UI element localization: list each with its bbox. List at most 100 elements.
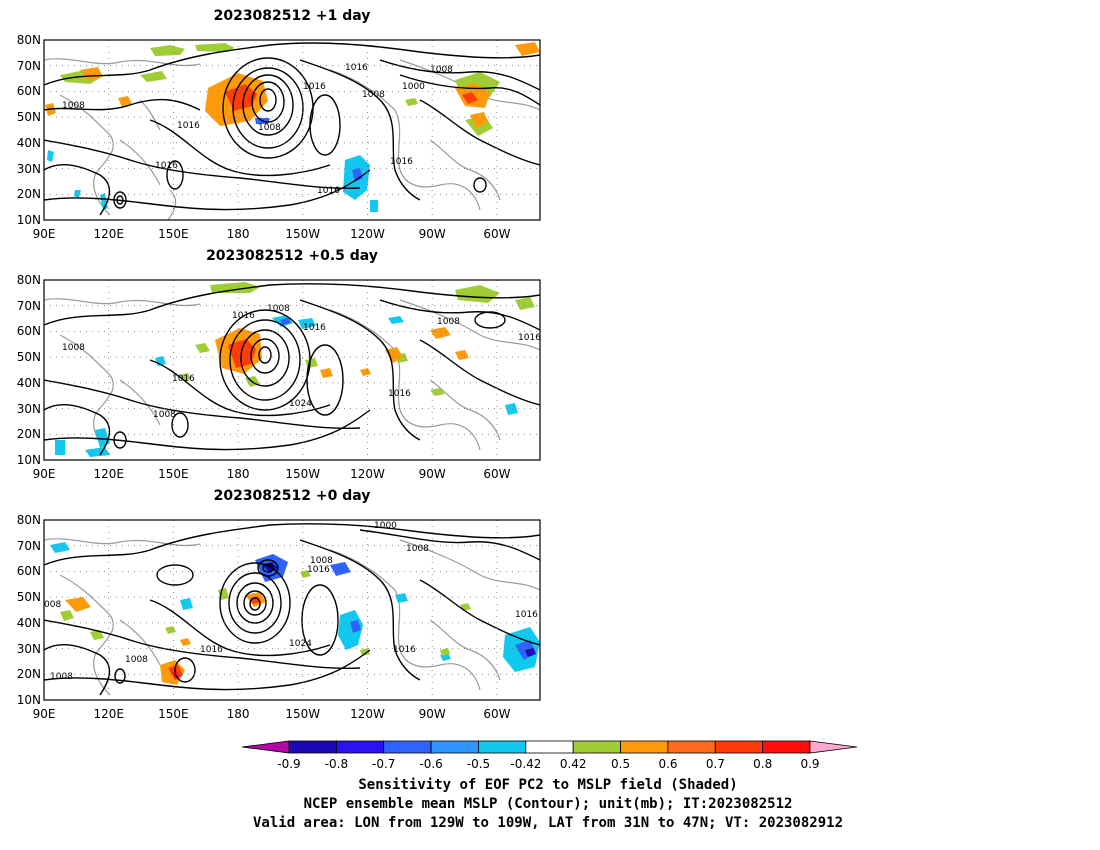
colorbar-swatch <box>430 740 479 754</box>
panel-3-border <box>43 519 541 701</box>
colorbar-label: 0.8 <box>753 757 772 771</box>
lon-tick-label: 150E <box>158 227 189 241</box>
svg-text:1008: 1008 <box>125 655 148 665</box>
lat-tick-label: 20N <box>17 667 41 681</box>
panel-1-lon-ticks: 90E 120E 150E 180 150W 120W 90W 60W <box>33 227 511 241</box>
svg-text:1008: 1008 <box>62 343 85 353</box>
panel-3-map-frame <box>44 520 540 700</box>
lat-tick-label: 70N <box>17 59 41 73</box>
lat-tick-label: 10N <box>17 693 41 707</box>
colorbar-swatch <box>288 740 337 754</box>
svg-text:1016: 1016 <box>177 121 200 131</box>
colorbar-high-arrow <box>809 740 858 754</box>
svg-text:1016: 1016 <box>345 63 368 73</box>
lon-tick-label: 90W <box>419 467 446 481</box>
panel-2-lon-ticks: 90E 120E 150E 180 150W 120W 90W 60W <box>33 467 511 481</box>
panel-1-gridlines <box>44 40 540 220</box>
lon-tick-label: 120W <box>350 707 385 721</box>
svg-text:1000: 1000 <box>402 82 425 92</box>
caption-line-1: Sensitivity of EOF PC2 to MSLP field (Sh… <box>358 777 737 793</box>
panel-1-contour-labels: 1016 1016 1008 1000 1008 1016 1008 1016 … <box>62 63 453 196</box>
panel-3-gridlines <box>44 520 540 700</box>
lon-tick-label: 90W <box>419 707 446 721</box>
lon-tick-label: 150W <box>285 467 320 481</box>
lon-tick-label: 90E <box>33 707 56 721</box>
lat-tick-label: 80N <box>17 273 41 287</box>
colorbar-label: -0.6 <box>419 757 442 771</box>
lon-tick-label: 120E <box>93 707 124 721</box>
panel-1-coastlines <box>44 58 540 220</box>
lat-tick-label: 10N <box>17 213 41 227</box>
lat-tick-label: 40N <box>17 136 41 150</box>
lat-tick-label: 20N <box>17 187 41 201</box>
colorbar-swatch <box>714 740 764 754</box>
panel-2-contours <box>44 283 540 456</box>
lon-tick-label: 120W <box>350 467 385 481</box>
colorbar-label: -0.9 <box>277 757 300 771</box>
panel-1: 2023082512 +1 day <box>17 8 541 241</box>
colorbar-label: -0.8 <box>325 757 348 771</box>
lon-tick-label: 120W <box>350 227 385 241</box>
svg-text:1016: 1016 <box>172 374 195 384</box>
lon-tick-label: 90W <box>419 227 446 241</box>
svg-text:1016: 1016 <box>388 389 411 399</box>
panel-3-coastlines <box>44 538 540 696</box>
panel-3-title: 2023082512 +0 day <box>214 488 371 504</box>
colorbar-label: 0.5 <box>611 757 630 771</box>
lat-tick-label: 40N <box>17 616 41 630</box>
colorbar-low-arrow <box>241 740 290 754</box>
svg-text:1008: 1008 <box>62 101 85 111</box>
lat-tick-label: 70N <box>17 299 41 313</box>
colorbar-label: -0.5 <box>467 757 490 771</box>
svg-text:1008: 1008 <box>267 304 290 314</box>
colorbar-label: 0.9 <box>800 757 819 771</box>
colorbar: -0.9 -0.8 -0.7 -0.6 -0.5 -0.42 0.42 0.5 … <box>241 740 858 771</box>
lon-tick-label: 120E <box>93 467 124 481</box>
svg-text:1016: 1016 <box>303 323 326 333</box>
panel-2-coastlines <box>44 298 540 456</box>
lat-tick-label: 60N <box>17 564 41 578</box>
svg-text:008: 008 <box>44 600 61 610</box>
panel-2-border <box>43 279 541 461</box>
caption-line-3: Valid area: LON from 129W to 109W, LAT f… <box>253 815 843 831</box>
svg-text:1016: 1016 <box>317 186 340 196</box>
colorbar-swatch <box>762 740 811 754</box>
panel-3-lon-ticks: 90E 120E 150E 180 150W 120W 90W 60W <box>33 707 511 721</box>
figure-caption: Sensitivity of EOF PC2 to MSLP field (Sh… <box>253 777 843 831</box>
colorbar-labels: -0.9 -0.8 -0.7 -0.6 -0.5 -0.42 0.42 0.5 … <box>277 757 819 771</box>
panel-2-title: 2023082512 +0.5 day <box>206 248 378 264</box>
lat-tick-label: 40N <box>17 376 41 390</box>
lon-tick-label: 150E <box>158 467 189 481</box>
svg-text:1008: 1008 <box>153 410 176 420</box>
lon-tick-label: 120E <box>93 227 124 241</box>
lon-tick-label: 180 <box>227 467 250 481</box>
colorbar-swatch <box>525 740 574 754</box>
lat-tick-label: 20N <box>17 427 41 441</box>
svg-text:1000: 1000 <box>374 521 397 531</box>
lat-tick-label: 30N <box>17 162 41 176</box>
lat-tick-label: 50N <box>17 110 41 124</box>
svg-text:1008: 1008 <box>50 672 73 682</box>
colorbar-label: -0.7 <box>372 757 395 771</box>
panel-3-lat-ticks: 80N 70N 60N 50N 40N 30N 20N 10N <box>17 513 41 707</box>
svg-text:1016: 1016 <box>518 333 541 343</box>
panel-1-contours <box>44 42 540 216</box>
panel-2-map-frame <box>44 280 540 460</box>
svg-text:1016: 1016 <box>393 645 416 655</box>
lat-tick-label: 50N <box>17 590 41 604</box>
lon-tick-label: 90E <box>33 227 56 241</box>
colorbar-label: 0.42 <box>560 757 587 771</box>
svg-text:1016: 1016 <box>200 645 223 655</box>
lat-tick-label: 10N <box>17 453 41 467</box>
colorbar-swatch <box>620 740 669 754</box>
panel-3-contour-labels: 1000 1008 1008 1016 1016 008 1016 1024 1… <box>44 521 538 682</box>
svg-text:1024: 1024 <box>289 399 312 409</box>
panel-1-border <box>43 39 541 221</box>
colorbar-swatch <box>383 740 432 754</box>
lon-tick-label: 90E <box>33 467 56 481</box>
panel-2-lat-ticks: 80N 70N 60N 50N 40N 30N 20N 10N <box>17 273 41 467</box>
svg-text:1016: 1016 <box>307 565 330 575</box>
colorbar-swatch <box>478 740 527 754</box>
lon-tick-label: 60W <box>483 467 510 481</box>
panel-1-title: 2023082512 +1 day <box>214 8 371 24</box>
